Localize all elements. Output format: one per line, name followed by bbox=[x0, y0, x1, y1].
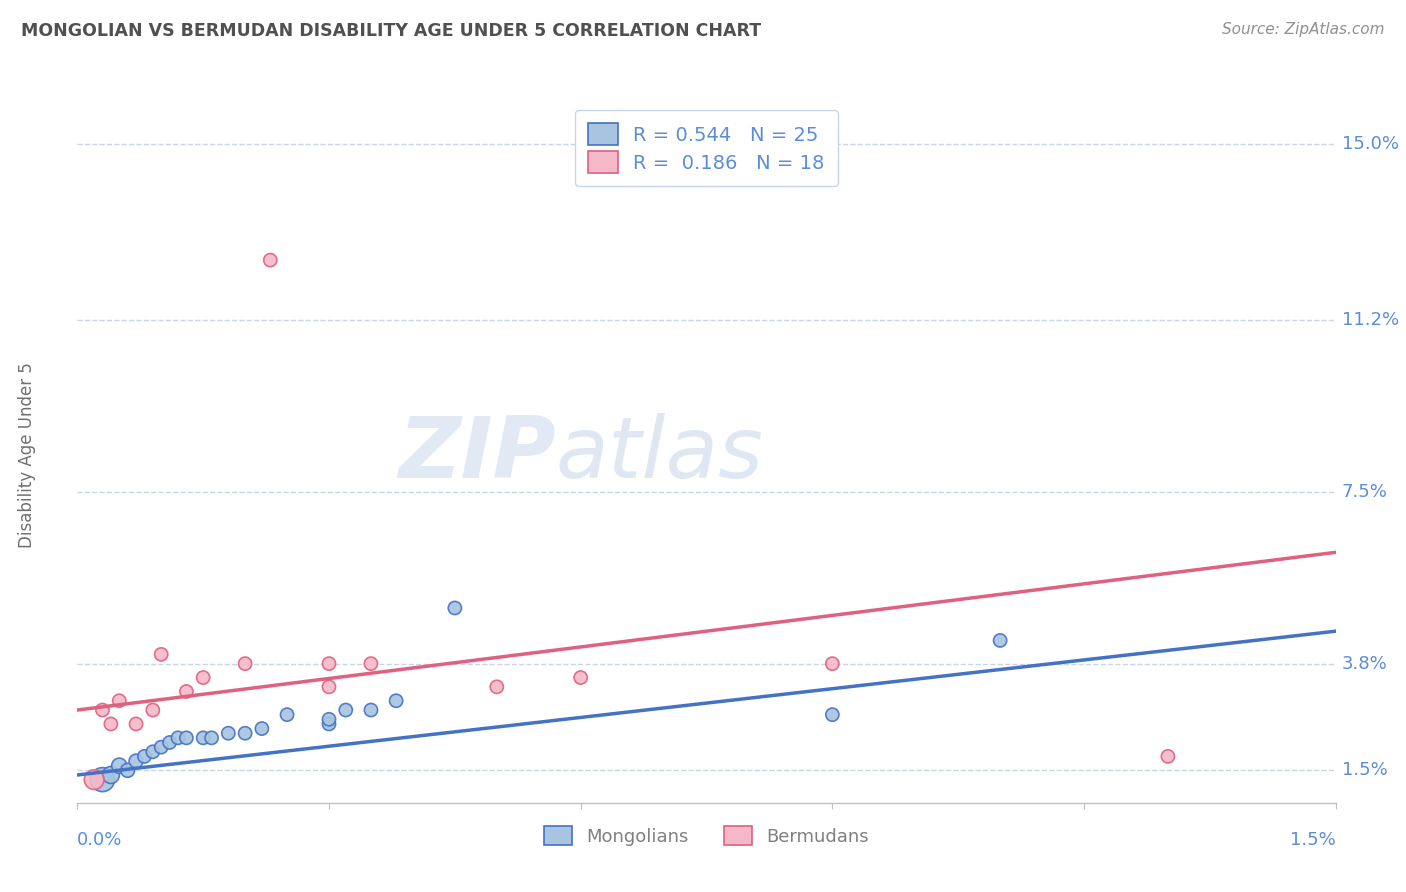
Point bbox=[159, 735, 181, 749]
Point bbox=[83, 772, 105, 787]
Point bbox=[318, 680, 340, 694]
Point bbox=[318, 712, 340, 726]
Point bbox=[108, 758, 131, 772]
Point bbox=[1157, 749, 1180, 764]
Point bbox=[100, 717, 122, 731]
Point bbox=[821, 657, 844, 671]
Text: Source: ZipAtlas.com: Source: ZipAtlas.com bbox=[1222, 22, 1385, 37]
Point bbox=[176, 684, 198, 698]
Point bbox=[233, 657, 256, 671]
Text: 15.0%: 15.0% bbox=[1341, 136, 1399, 153]
Text: Disability Age Under 5: Disability Age Under 5 bbox=[18, 362, 37, 548]
Point bbox=[125, 717, 148, 731]
Point bbox=[988, 633, 1011, 648]
Point bbox=[200, 731, 222, 745]
Point bbox=[100, 768, 122, 782]
Text: 3.8%: 3.8% bbox=[1341, 655, 1388, 673]
Point bbox=[233, 726, 256, 740]
Point bbox=[335, 703, 357, 717]
Point bbox=[167, 731, 190, 745]
Text: MONGOLIAN VS BERMUDAN DISABILITY AGE UNDER 5 CORRELATION CHART: MONGOLIAN VS BERMUDAN DISABILITY AGE UND… bbox=[21, 22, 761, 40]
Text: ZIP: ZIP bbox=[398, 413, 555, 497]
Point bbox=[191, 671, 215, 685]
Point bbox=[360, 657, 382, 671]
Point bbox=[176, 731, 198, 745]
Point bbox=[117, 764, 139, 778]
Point bbox=[134, 749, 156, 764]
Point bbox=[318, 657, 340, 671]
Text: atlas: atlas bbox=[555, 413, 763, 497]
Point bbox=[259, 253, 281, 268]
Text: 0.0%: 0.0% bbox=[77, 830, 122, 848]
Text: 7.5%: 7.5% bbox=[1341, 483, 1388, 501]
Point bbox=[150, 740, 173, 755]
Point bbox=[108, 694, 131, 708]
Point bbox=[142, 703, 165, 717]
Point bbox=[125, 754, 148, 768]
Point bbox=[217, 726, 239, 740]
Point bbox=[250, 722, 273, 736]
Point bbox=[318, 717, 340, 731]
Point bbox=[142, 745, 165, 759]
Point bbox=[485, 680, 508, 694]
Point bbox=[821, 707, 844, 722]
Point bbox=[91, 703, 114, 717]
Point bbox=[569, 671, 592, 685]
Point bbox=[385, 694, 408, 708]
Point bbox=[444, 601, 467, 615]
Point bbox=[91, 772, 114, 787]
Point bbox=[191, 731, 215, 745]
Point bbox=[360, 703, 382, 717]
Legend: Mongolians, Bermudans: Mongolians, Bermudans bbox=[534, 815, 879, 856]
Point bbox=[150, 648, 173, 662]
Text: 1.5%: 1.5% bbox=[1341, 762, 1388, 780]
Point bbox=[276, 707, 298, 722]
Text: 11.2%: 11.2% bbox=[1341, 311, 1399, 329]
Text: 1.5%: 1.5% bbox=[1289, 830, 1336, 848]
